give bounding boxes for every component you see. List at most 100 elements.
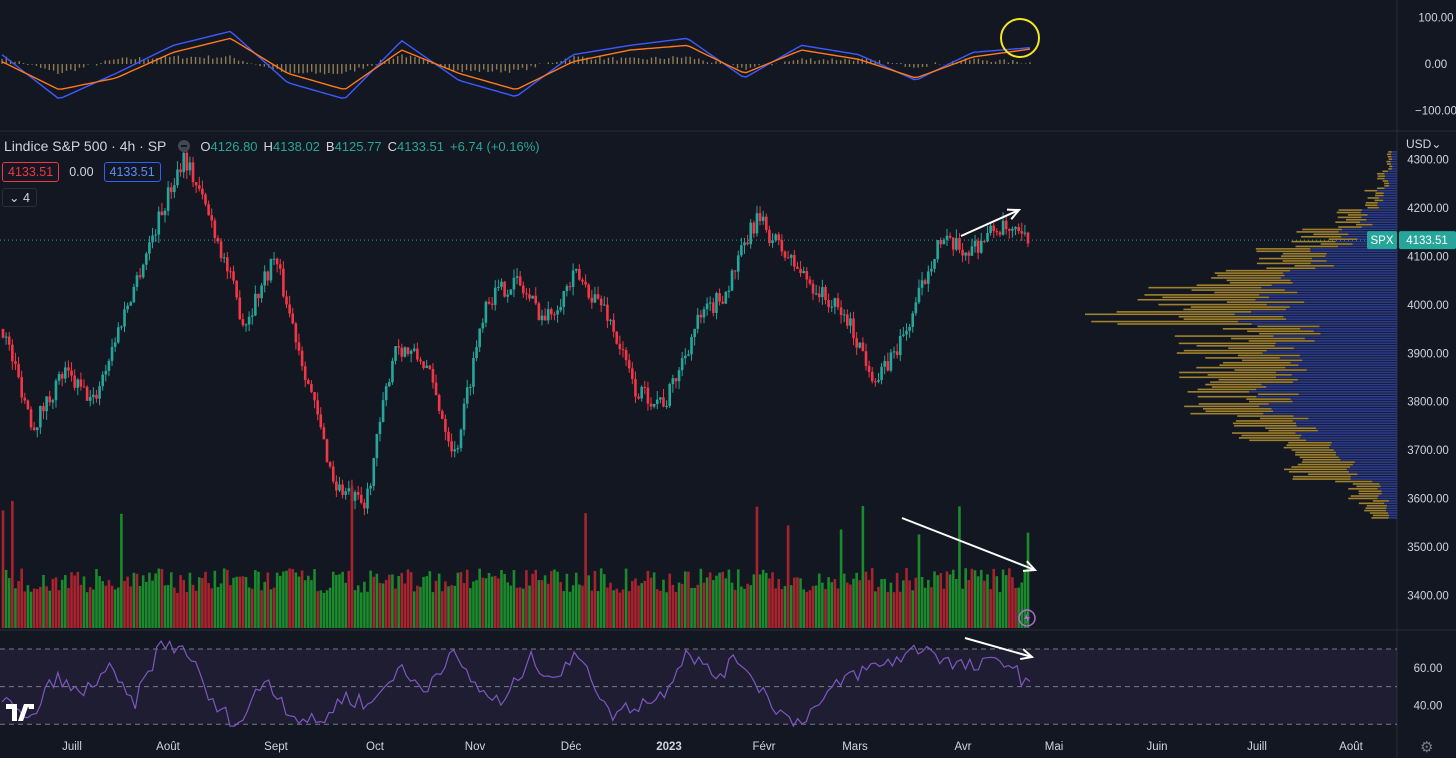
candle-body: [749, 222, 753, 245]
volume-bar: [194, 590, 198, 628]
volume-bar: [917, 534, 921, 628]
gear-icon[interactable]: ⚙: [1420, 739, 1434, 756]
volume-profile-down-bar: [1196, 284, 1272, 287]
volume-profile-up-bar: [1346, 468, 1397, 471]
volume-bar: [135, 573, 139, 628]
volume-profile-up-bar: [1289, 306, 1397, 308]
volume-bar: [1011, 577, 1014, 628]
volume-profile-down-bar: [1388, 151, 1392, 153]
candle-body: [397, 346, 400, 348]
candle-body: [288, 304, 291, 314]
candle-body: [864, 351, 868, 366]
candle-body: [1026, 232, 1030, 244]
volume-profile-down-bar: [1205, 357, 1280, 359]
volume-profile-down-bar: [1292, 478, 1351, 480]
volume-profile-down-bar: [1288, 441, 1332, 444]
candle-body: [23, 397, 27, 401]
candle-body: [599, 298, 603, 306]
candle-body: [649, 403, 653, 407]
sell-button[interactable]: 4133.51: [2, 162, 60, 182]
candle-body: [830, 306, 834, 308]
volume-profile-up-bar: [1360, 211, 1397, 214]
candle-body: [148, 242, 151, 254]
candle-body: [235, 280, 238, 298]
candle-body: [964, 252, 967, 256]
chevron-down-icon: ⌄: [9, 191, 20, 205]
candle-body: [303, 366, 307, 381]
volume-bar: [465, 569, 469, 628]
candle-body: [51, 400, 55, 403]
volume-profile-up-bar: [1378, 206, 1397, 209]
candle-body: [992, 225, 996, 232]
candle-body: [811, 283, 815, 294]
candle-body: [721, 301, 724, 304]
volume-bar: [702, 582, 706, 628]
volume-profile-down-bar: [1249, 439, 1307, 442]
macd-tick-label: 0.00: [1425, 59, 1447, 71]
volume-bar: [453, 585, 457, 628]
candle-body: [353, 492, 357, 501]
volume-bar: [110, 585, 114, 628]
candle-body: [285, 296, 288, 305]
volume-bar: [992, 568, 996, 628]
candle-body: [307, 380, 310, 384]
candle-body: [537, 303, 541, 321]
time-axis-label: Févr: [753, 741, 776, 753]
volume-bar: [936, 575, 939, 628]
candle-body: [503, 281, 506, 297]
candle-body: [428, 365, 432, 369]
volume-profile-down-bar: [1259, 332, 1321, 335]
volume-bar: [104, 585, 108, 628]
candle-body: [294, 323, 298, 343]
volume-profile-up-bar: [1292, 281, 1397, 284]
volume-profile-down-bar: [1234, 369, 1307, 371]
candle-body: [48, 396, 52, 403]
candle-body: [154, 234, 157, 236]
candle-body: [914, 302, 918, 314]
tradingview-logo-icon[interactable]: [6, 704, 34, 727]
candle-body: [313, 392, 316, 401]
volume-profile-down-bar: [1338, 209, 1362, 211]
candle-body: [805, 271, 809, 280]
volume-bar: [958, 506, 961, 628]
candle-body: [768, 229, 771, 244]
volume-profile-up-bar: [1383, 194, 1397, 197]
candle-body: [29, 409, 33, 428]
volume-profile-down-bar: [1235, 420, 1293, 422]
volume-bar: [204, 571, 207, 628]
volume-profile-up-bar: [1290, 269, 1397, 272]
volume-bar: [939, 573, 943, 628]
volume-bar: [967, 580, 971, 628]
volume-profile-down-bar: [1266, 267, 1316, 270]
volume-profile-up-bar: [1275, 342, 1397, 345]
candle-body: [821, 287, 824, 298]
volume-profile-down-bar: [1247, 330, 1314, 333]
indicators-count: 4: [22, 191, 30, 205]
currency-selector[interactable]: USD⌄: [1406, 137, 1442, 151]
symbol-title[interactable]: Lindice S&P 500 · 4h · SP: [4, 138, 167, 154]
candle-body: [113, 342, 117, 347]
candle-body: [120, 326, 123, 328]
volume-profile-down-bar: [1257, 325, 1320, 328]
volume-bar: [95, 569, 98, 628]
volume-profile-down-bar: [1144, 294, 1260, 296]
volume-profile-up-bar: [1320, 332, 1397, 335]
candle-body: [662, 397, 665, 407]
volume-bar: [403, 583, 407, 628]
candle-body: [104, 370, 108, 375]
volume-bar: [419, 586, 422, 628]
candle-body: [456, 448, 460, 450]
hide-legend-icon[interactable]: [178, 140, 191, 152]
volume-bar: [7, 578, 11, 628]
candle-body: [369, 485, 372, 489]
candle-body: [32, 427, 36, 431]
volume-bar: [363, 581, 366, 628]
buy-button[interactable]: 4133.51: [103, 162, 161, 182]
candle-body: [643, 387, 647, 389]
candle-body: [484, 301, 488, 323]
volume-profile-up-bar: [1388, 517, 1397, 519]
indicators-toggle[interactable]: ⌄ 4: [2, 188, 37, 207]
volume-bar: [877, 586, 880, 628]
volume-bar: [185, 592, 189, 628]
